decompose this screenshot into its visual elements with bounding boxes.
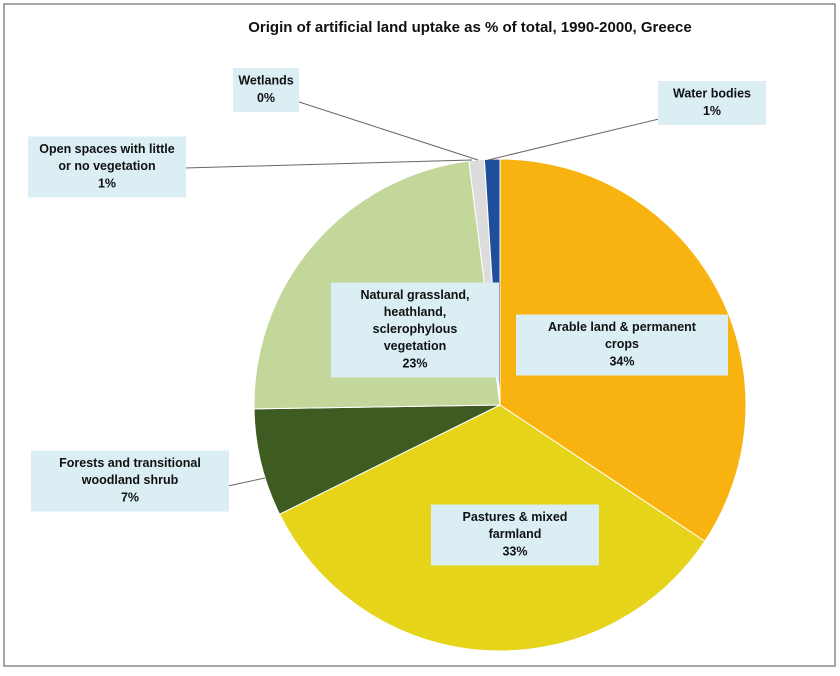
value-label: 33% (502, 544, 527, 558)
category-label: Wetlands (238, 74, 293, 88)
value-label: 23% (402, 356, 427, 370)
leader-lines (184, 99, 689, 487)
category-label: Natural grassland, heathland, sclerophylou… (360, 288, 469, 353)
category-label: Open spaces with little or no vegetation (39, 142, 174, 173)
label-box (331, 282, 499, 378)
label-box (516, 314, 728, 376)
value-label: 1% (98, 176, 116, 190)
category-label: Water bodies (673, 87, 751, 101)
label-box (233, 68, 299, 112)
leader-line (292, 99, 479, 161)
label-box (28, 136, 186, 198)
leader-line (184, 159, 473, 169)
leader-line (487, 111, 689, 161)
category-label: Pastures & mixed farmland (463, 510, 568, 541)
label-box (31, 450, 229, 512)
value-label: 34% (609, 354, 634, 368)
category-label: Arable land & permanent crops (548, 320, 697, 351)
label-box (658, 81, 766, 125)
chart-title: Origin of artificial land uptake as % of… (248, 19, 692, 36)
pie-slice (253, 404, 501, 515)
value-label: 0% (257, 91, 275, 105)
leader-line (227, 477, 266, 487)
value-label: 7% (121, 490, 139, 504)
label-box (431, 504, 599, 566)
category-label: Forests and transitional woodland shrub (59, 456, 201, 487)
value-label: 1% (703, 104, 721, 118)
